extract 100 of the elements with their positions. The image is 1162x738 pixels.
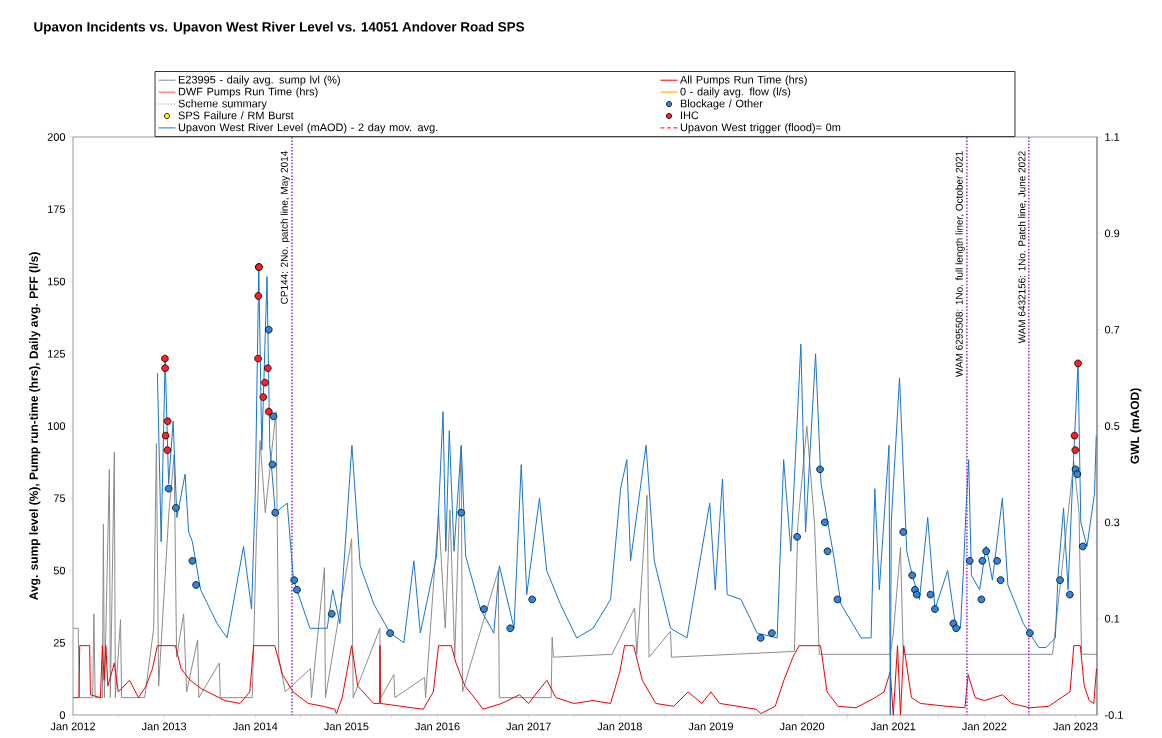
point [912, 590, 921, 599]
y2-tick-label: 0.1 [1104, 614, 1120, 623]
legend-label: All Pumps Run Time (hrs) [680, 75, 807, 86]
legend-label: E23995 - daily avg. sump lvl (%) [178, 75, 340, 86]
point [163, 417, 172, 425]
point [188, 557, 197, 565]
point [977, 595, 986, 604]
y-tick-label: 75 [53, 494, 66, 503]
point [793, 532, 801, 541]
legend-label: Blockage / Other [680, 99, 763, 110]
point [506, 624, 515, 633]
y2-tick-label: 1.1 [1105, 133, 1120, 141]
point [254, 354, 262, 363]
point [264, 407, 273, 416]
y-tick-label: 175 [48, 205, 66, 214]
point [327, 610, 336, 618]
point [820, 518, 829, 527]
point [768, 629, 776, 637]
point [996, 576, 1005, 584]
ref-line-label: WAM 6432156: 1No. Patch line, June 2022 [1018, 151, 1027, 344]
point [756, 634, 765, 642]
point [172, 504, 180, 512]
chart-title: Upavon Incidents vs. Upavon West River Level vs. 14051 Andover Road SPS [34, 21, 525, 35]
x-tick-label: Jan 2020 [779, 722, 825, 731]
point [1065, 590, 1074, 599]
point [982, 547, 990, 556]
y-tick-label: 100 [48, 422, 66, 430]
point [1073, 470, 1082, 478]
y2-tick-label: -0.1 [1105, 711, 1123, 719]
y2-axis-title: GWL (mAOD) [1130, 388, 1142, 464]
x-tick-label: Jan 2013 [141, 722, 187, 731]
y2-tick-label: 0.9 [1104, 229, 1120, 238]
point [816, 465, 824, 474]
point [271, 508, 280, 517]
line-series [73, 645, 1098, 715]
point [480, 605, 488, 613]
point [264, 325, 273, 334]
legend-label: DWF Pumps Run Time (hrs) [178, 87, 318, 98]
x-tick-label: Jan 2021 [870, 722, 916, 731]
point [1071, 446, 1080, 454]
point [192, 581, 200, 589]
x-tick-label: Jan 2012 [50, 722, 95, 731]
point [1056, 576, 1064, 584]
point [268, 460, 277, 469]
point [1070, 431, 1079, 440]
point [293, 585, 301, 594]
y-tick-label: 25 [53, 638, 66, 647]
point [823, 547, 832, 556]
y-tick-label: 50 [53, 566, 66, 575]
legend-label: 0 - daily avg. flow (l/s) [680, 87, 791, 98]
y2-tick-label: 0.7 [1104, 325, 1120, 334]
point [254, 292, 263, 300]
x-tick-label: Jan 2019 [688, 722, 733, 731]
x-tick-label: Jan 2018 [597, 722, 642, 731]
point [457, 508, 466, 517]
point [833, 595, 842, 604]
point [926, 590, 935, 599]
x-tick-label: Jan 2015 [324, 722, 369, 731]
y-tick-label: 200 [47, 133, 66, 141]
legend-label: Upavon West trigger (flood)= 0m [680, 123, 841, 134]
y2-tick-label: 0.3 [1104, 518, 1120, 527]
point [164, 484, 173, 493]
point [290, 576, 299, 584]
x-tick-label: Jan 2022 [962, 722, 1007, 731]
point [261, 378, 269, 387]
x-tick-label: Jan 2014 [232, 722, 278, 731]
point [1026, 629, 1034, 637]
legend-label: Scheme summary [178, 99, 267, 110]
point [931, 605, 939, 613]
point [993, 557, 1001, 565]
point [269, 412, 278, 421]
point [161, 431, 170, 440]
point [1074, 359, 1082, 368]
y2-tick-label: 0.5 [1104, 422, 1120, 430]
legend-label: Upavon West River Level (mAOD) - 2 day mov. avg. [178, 123, 438, 134]
point [255, 263, 263, 271]
point [978, 557, 987, 565]
point [161, 364, 169, 372]
x-tick-label: Jan 2016 [415, 722, 460, 731]
y-axis-title: Avg. sump level (%), Pump run-time (hrs), Daily avg. PFF (l/s) [29, 252, 41, 600]
y-tick-label: 125 [48, 349, 66, 358]
point [965, 557, 974, 565]
point [1078, 542, 1087, 551]
point [161, 354, 169, 363]
point [908, 571, 917, 580]
x-tick-label: Jan 2017 [506, 722, 551, 731]
x-tick-label: Jan 2023 [1053, 722, 1098, 731]
point [899, 528, 908, 536]
y-tick-label: 150 [48, 277, 66, 286]
y-tick-label: 0 [59, 711, 66, 719]
ref-line-label: WAM 6295508: 1No. full length liner, October 2021 [955, 151, 965, 378]
ref-line-label: CP144: 2No. patch line, May 2014 [280, 151, 290, 304]
legend-label: SPS Failure / RM Burst [178, 111, 294, 120]
point [259, 393, 268, 401]
point [952, 624, 960, 633]
point [263, 364, 272, 372]
point [528, 595, 536, 604]
legend-label: IHC [681, 111, 699, 120]
point [386, 629, 394, 637]
line-series [73, 411, 1098, 699]
